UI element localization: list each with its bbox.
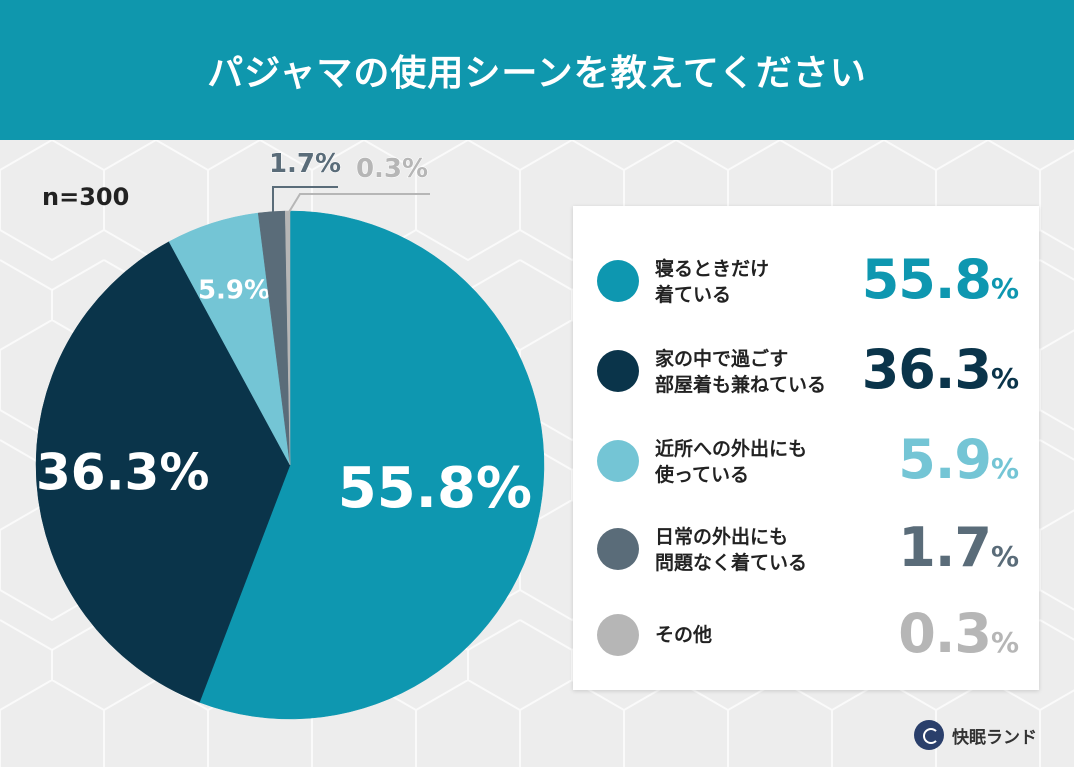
legend-value-number: 0.3 bbox=[898, 602, 992, 665]
legend-label-5: その他 bbox=[655, 622, 865, 648]
legend-value-4: 1.7% bbox=[898, 518, 1019, 587]
callout-line-5 bbox=[288, 193, 430, 213]
legend-label-line: 近所への外出にも bbox=[655, 438, 808, 460]
legend-label-line: 部屋着も兼ねている bbox=[655, 374, 827, 396]
pie-slice-2 bbox=[35, 241, 291, 703]
legend-label-line: 日常の外出にも bbox=[655, 526, 789, 548]
legend-swatch-3 bbox=[597, 440, 639, 482]
legend-panel: 寝るときだけ 着ている 55.8% 家の中で過ごす 部屋着も兼ねている 36.3% 近所への… bbox=[573, 206, 1039, 690]
logo-text: 快眠ランド bbox=[952, 727, 1037, 748]
legend-value-unit: % bbox=[990, 452, 1019, 485]
legend-item-3: 近所への外出にも 使っている 5.9% bbox=[573, 426, 1039, 496]
legend-swatch-1 bbox=[597, 260, 639, 302]
slice-label-2: 36.3% bbox=[36, 444, 209, 502]
legend-value-unit: % bbox=[990, 362, 1019, 395]
legend-value-number: 5.9 bbox=[898, 428, 992, 491]
legend-label-line: 寝るときだけ bbox=[655, 258, 770, 280]
legend-label-line: 着ている bbox=[655, 284, 732, 306]
page-header: パジャマの使用シーンを教えてください bbox=[0, 0, 1074, 140]
legend-value-3: 5.9% bbox=[898, 430, 1019, 499]
legend-label-3: 近所への外出にも 使っている bbox=[655, 436, 865, 488]
callout-line-4 bbox=[272, 186, 338, 212]
legend-value-unit: % bbox=[990, 272, 1019, 305]
legend-value-unit: % bbox=[990, 540, 1019, 573]
slice-label-5: 0.3% bbox=[356, 154, 428, 184]
pie-slice-1 bbox=[199, 210, 545, 720]
legend-swatch-4 bbox=[597, 528, 639, 570]
legend-value-2: 36.3% bbox=[862, 340, 1019, 409]
legend-item-4: 日常の外出にも 問題なく着ている 1.7% bbox=[573, 514, 1039, 584]
legend-value-5: 0.3% bbox=[898, 604, 1019, 673]
slice-label-4: 1.7% bbox=[269, 149, 341, 179]
legend-label-line: 家の中で過ごす bbox=[655, 348, 789, 370]
legend-item-5: その他 0.3% bbox=[573, 600, 1039, 670]
legend-value-unit: % bbox=[990, 626, 1019, 659]
legend-label-line: その他 bbox=[655, 624, 713, 646]
legend-value-number: 55.8 bbox=[861, 248, 992, 311]
legend-label-2: 家の中で過ごす部屋着も兼ねている bbox=[655, 346, 865, 398]
legend-label-line: 問題なく着ている bbox=[655, 552, 808, 574]
legend-value-number: 1.7 bbox=[898, 516, 992, 579]
legend-swatch-2 bbox=[597, 350, 639, 392]
legend-label-4: 日常の外出にも 問題なく着ている bbox=[655, 524, 865, 576]
sample-size-label: n=300 bbox=[42, 183, 130, 211]
legend-swatch-5 bbox=[597, 614, 639, 656]
legend-item-2: 家の中で過ごす 部屋着も兼ねている 36.3% bbox=[573, 336, 1039, 406]
page-title: パジャマの使用シーンを教えてください bbox=[207, 53, 867, 94]
legend-label-1: 寝るときだけ 着ている bbox=[655, 256, 865, 308]
slice-label-1: 55.8% bbox=[338, 456, 532, 521]
slice-label-3: 5.9% bbox=[198, 275, 270, 305]
brand-logo: 快眠ランド bbox=[914, 720, 1037, 750]
logo-icon bbox=[914, 720, 944, 750]
legend-value-number: 36.3 bbox=[861, 338, 992, 401]
legend-label-line: 使っている bbox=[655, 464, 750, 486]
pie-chart: 55.8% 36.3% 5.9% 1.7% 0.3% bbox=[35, 149, 545, 720]
legend-item-1: 寝るときだけ 着ている 55.8% bbox=[573, 246, 1039, 316]
legend-value-1: 55.8% bbox=[862, 250, 1019, 319]
